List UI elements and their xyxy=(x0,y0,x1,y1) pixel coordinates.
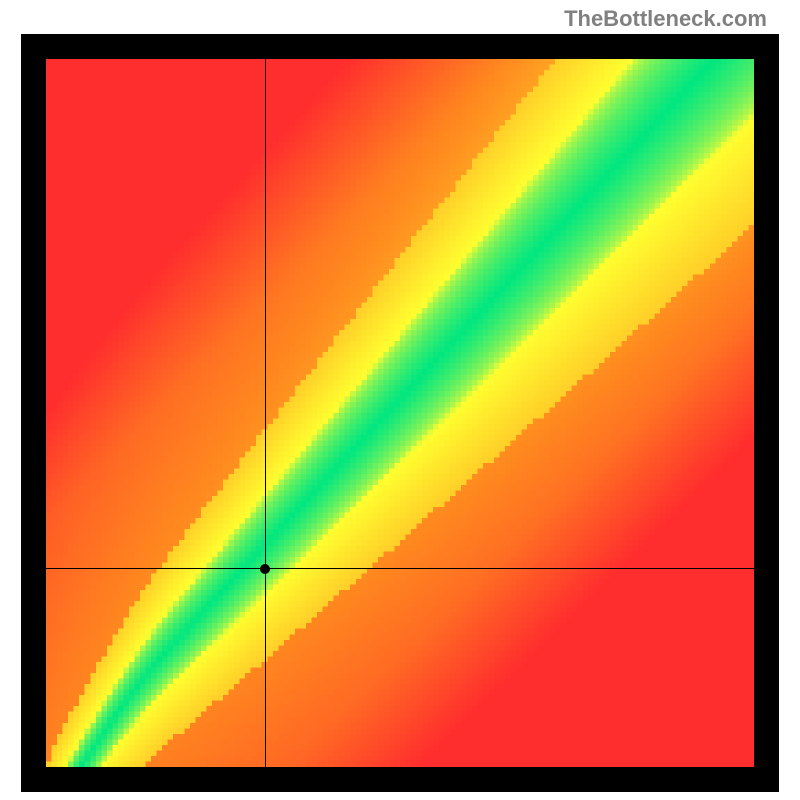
plot-area xyxy=(46,59,754,767)
crosshair-horizontal xyxy=(46,568,754,569)
crosshair-vertical xyxy=(265,59,266,767)
watermark-text: TheBottleneck.com xyxy=(564,6,767,32)
heatmap-canvas xyxy=(46,59,754,767)
